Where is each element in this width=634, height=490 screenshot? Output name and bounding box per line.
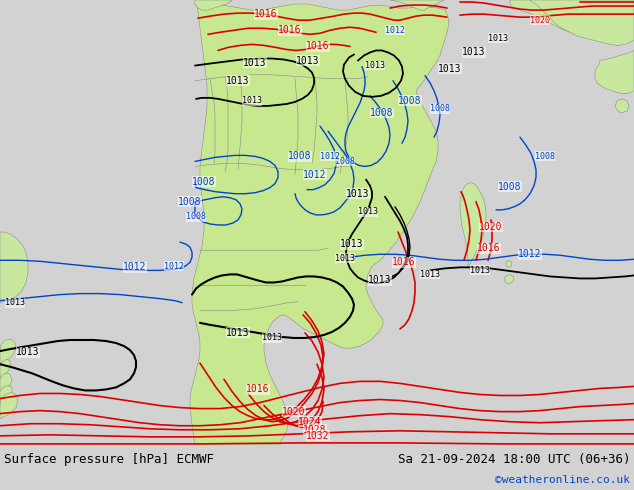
Text: 1013: 1013	[462, 48, 486, 57]
Text: 1028: 1028	[303, 425, 327, 435]
Polygon shape	[190, 2, 449, 445]
Text: 1008: 1008	[535, 152, 555, 161]
Text: 1008: 1008	[192, 176, 216, 187]
Text: 1013: 1013	[488, 34, 508, 43]
Text: 1016: 1016	[392, 257, 416, 268]
Polygon shape	[195, 0, 232, 10]
Text: 1013: 1013	[358, 207, 378, 217]
Text: 1008: 1008	[498, 182, 522, 192]
Text: Surface pressure [hPa] ECMWF: Surface pressure [hPa] ECMWF	[4, 453, 214, 466]
Polygon shape	[506, 260, 512, 268]
Polygon shape	[0, 232, 28, 303]
Text: 1013: 1013	[365, 61, 385, 70]
Text: 1012: 1012	[518, 249, 541, 259]
Text: 1013: 1013	[420, 270, 440, 279]
Text: 1008: 1008	[186, 212, 206, 221]
Polygon shape	[390, 0, 444, 10]
Text: 1013: 1013	[368, 275, 392, 286]
Text: 1013: 1013	[226, 328, 250, 338]
Text: 1013: 1013	[340, 239, 364, 249]
Text: 1008: 1008	[370, 108, 394, 118]
Text: 1008: 1008	[398, 96, 422, 106]
Text: 1016: 1016	[278, 25, 302, 35]
Text: 1013: 1013	[5, 298, 25, 307]
Text: 1013: 1013	[335, 254, 355, 263]
Text: 1013: 1013	[470, 266, 490, 275]
Text: 1008: 1008	[335, 157, 355, 166]
Text: 1008: 1008	[178, 197, 202, 207]
Text: 1012: 1012	[303, 170, 327, 179]
Text: 1012: 1012	[123, 262, 146, 272]
Text: 1008: 1008	[288, 151, 312, 161]
Text: ©weatheronline.co.uk: ©weatheronline.co.uk	[495, 475, 630, 485]
Text: 1016: 1016	[246, 385, 269, 394]
Text: 1013: 1013	[243, 57, 267, 68]
Polygon shape	[0, 392, 18, 418]
Polygon shape	[504, 274, 514, 284]
Text: 1020: 1020	[479, 222, 503, 232]
Polygon shape	[460, 183, 486, 268]
Text: 1016: 1016	[254, 9, 278, 19]
Polygon shape	[530, 0, 634, 46]
Text: Sa 21-09-2024 18:00 UTC (06+36): Sa 21-09-2024 18:00 UTC (06+36)	[398, 453, 630, 466]
Text: 1008: 1008	[430, 104, 450, 114]
Text: 1012: 1012	[320, 152, 340, 161]
Text: 1016: 1016	[306, 42, 330, 51]
Text: 1013: 1013	[346, 189, 370, 199]
Text: 1032: 1032	[306, 431, 330, 441]
Polygon shape	[0, 386, 12, 404]
Text: 1013: 1013	[16, 347, 40, 357]
Polygon shape	[595, 50, 634, 94]
Text: 1013: 1013	[226, 76, 250, 86]
Polygon shape	[0, 339, 16, 363]
Text: 1012: 1012	[385, 26, 405, 35]
Polygon shape	[0, 373, 12, 393]
Text: 1024: 1024	[298, 416, 321, 427]
Polygon shape	[510, 0, 634, 34]
Text: 1020: 1020	[530, 16, 550, 24]
Text: 1013: 1013	[262, 334, 282, 343]
Text: 1013: 1013	[438, 64, 462, 74]
Text: 1020: 1020	[282, 407, 306, 416]
Text: 1012: 1012	[164, 262, 184, 271]
Polygon shape	[0, 359, 11, 378]
Text: 1013: 1013	[242, 97, 262, 105]
Text: 1016: 1016	[477, 243, 501, 253]
Text: 1013: 1013	[296, 55, 320, 66]
Polygon shape	[615, 99, 629, 113]
